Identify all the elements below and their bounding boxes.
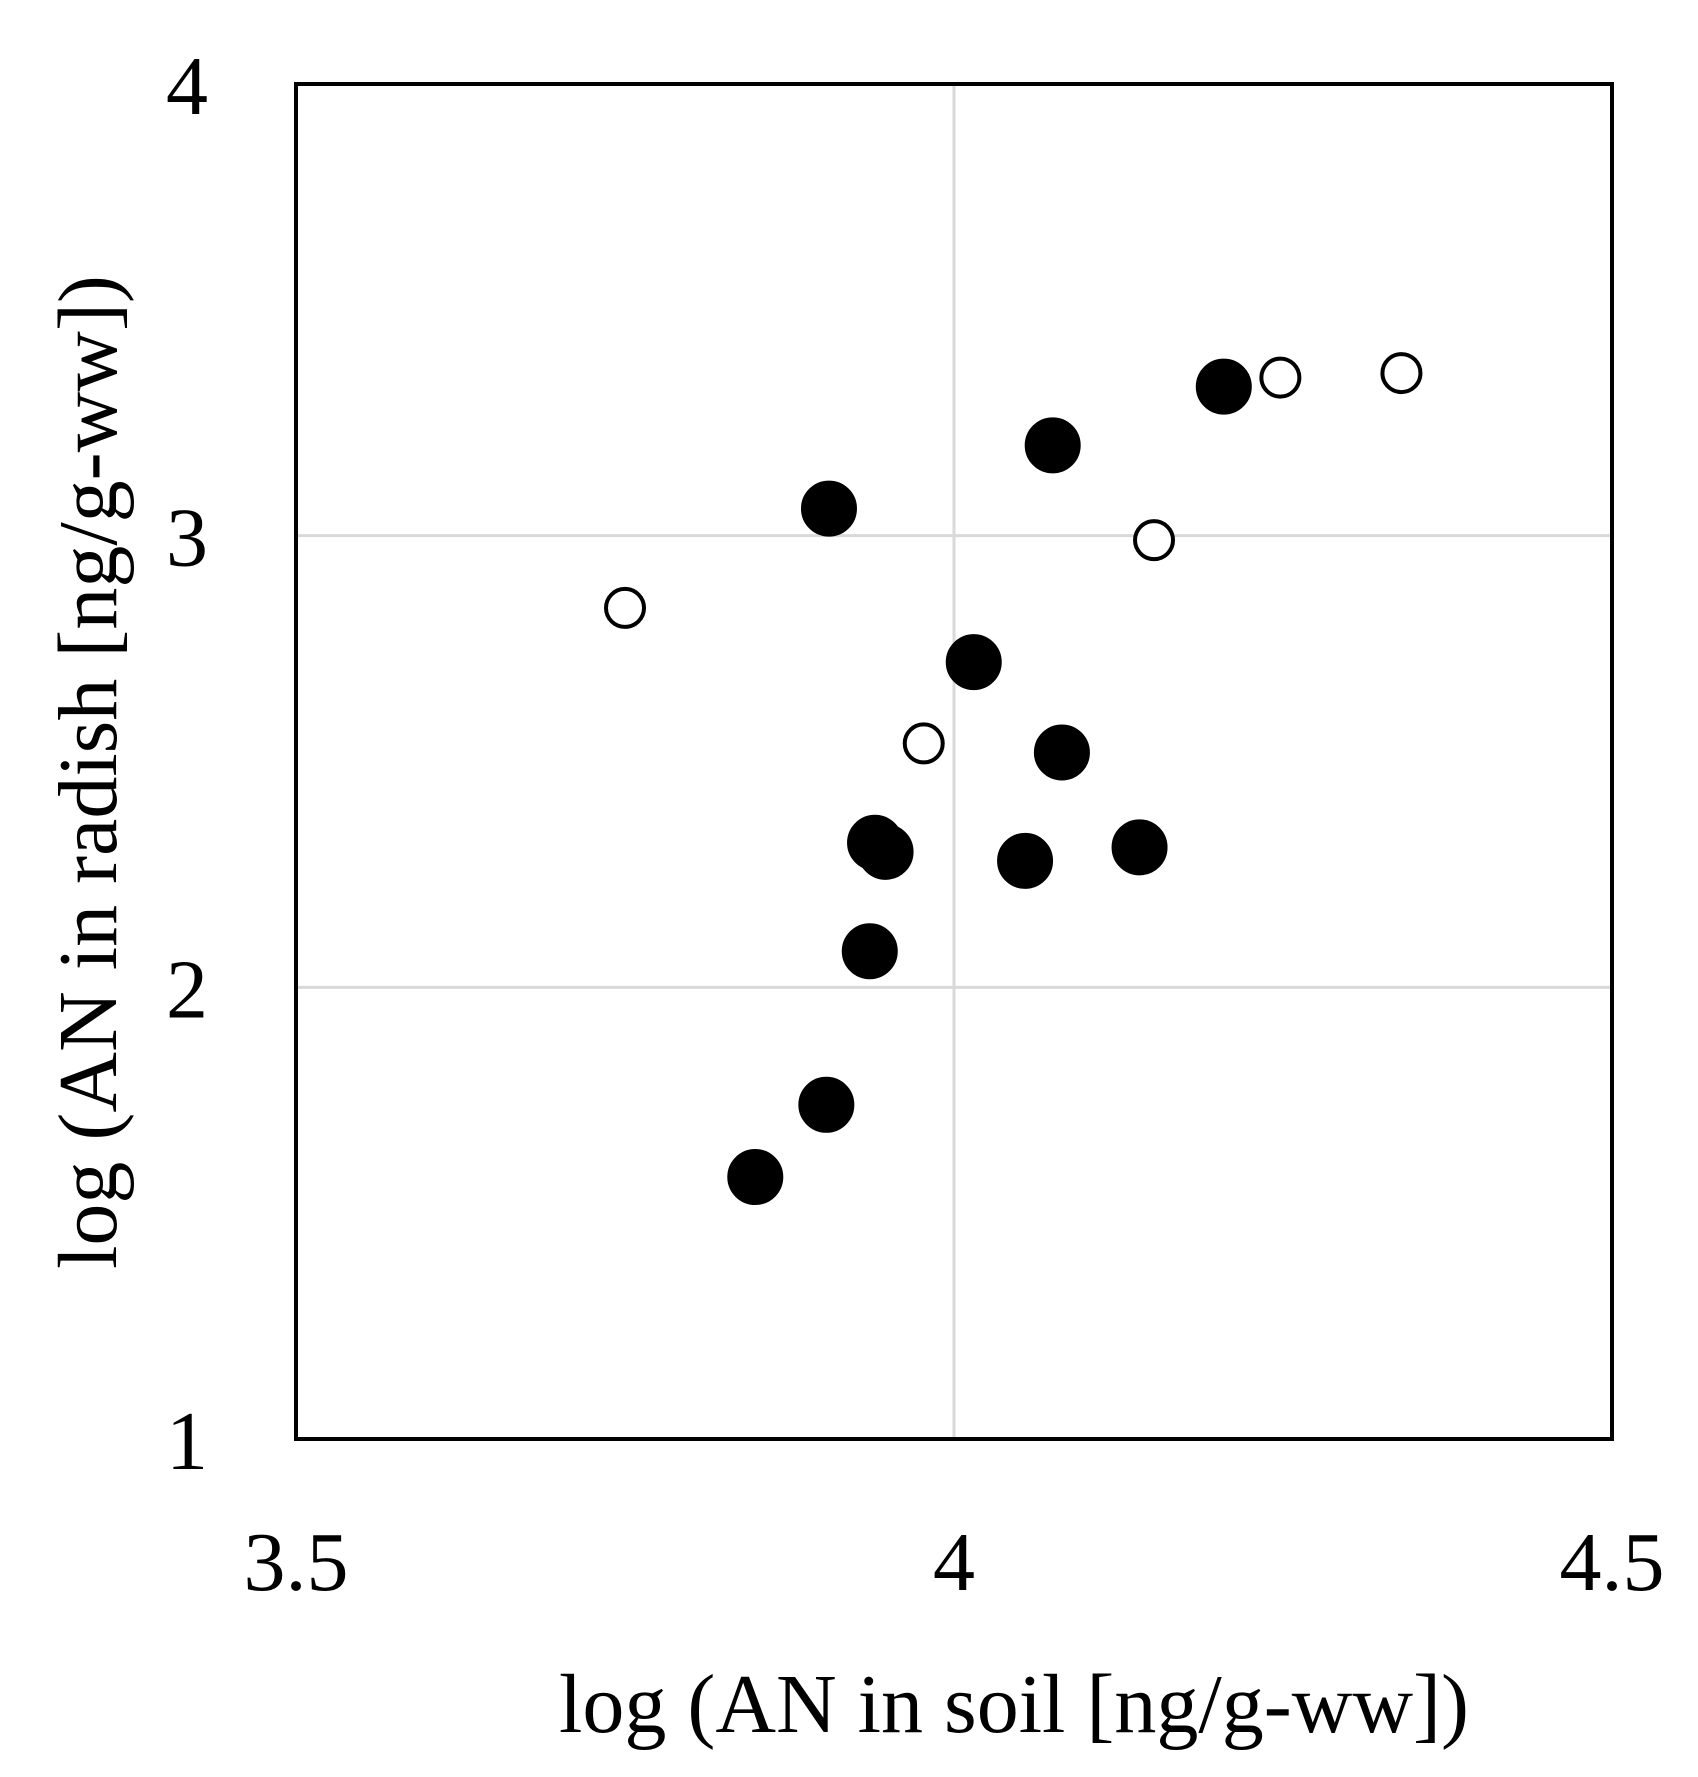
data-point-open	[1259, 356, 1302, 399]
plot-area-frame	[294, 82, 1614, 1441]
data-point-open	[1380, 352, 1423, 395]
y-tick-label: 1	[166, 1395, 208, 1488]
x-tick-label: 3.5	[244, 1516, 349, 1609]
data-point-filled	[841, 923, 898, 980]
data-point-filled	[1195, 358, 1252, 415]
data-point-filled	[727, 1149, 784, 1206]
data-point-filled	[800, 480, 857, 537]
data-point-open	[604, 586, 646, 629]
data-point-filled	[1033, 724, 1090, 781]
gridlines	[296, 84, 1612, 1439]
data-point-open	[1133, 519, 1176, 562]
y-tick-label: 2	[166, 943, 208, 1036]
data-point-filled	[945, 634, 1002, 691]
x-tick-label: 4.5	[1560, 1516, 1665, 1609]
data-point-filled	[798, 1076, 855, 1133]
data-point-filled	[857, 823, 914, 880]
y-tick-label: 3	[166, 492, 208, 585]
x-tick-label: 4	[933, 1516, 975, 1609]
data-point-filled	[1111, 819, 1168, 876]
data-points	[604, 352, 1423, 1206]
y-tick-label: 4	[166, 40, 208, 133]
data-point-open	[902, 722, 945, 765]
y-axis-label: log (AN in radish [ng/g-ww])	[42, 275, 135, 1269]
tick-labels: 3.5 4 4.5 1 2 3 4	[166, 40, 1665, 1609]
data-point-filled	[997, 832, 1054, 889]
x-axis-label: log (AN in soil [ng/g-ww])	[559, 1658, 1469, 1751]
data-point-filled	[1024, 417, 1081, 474]
